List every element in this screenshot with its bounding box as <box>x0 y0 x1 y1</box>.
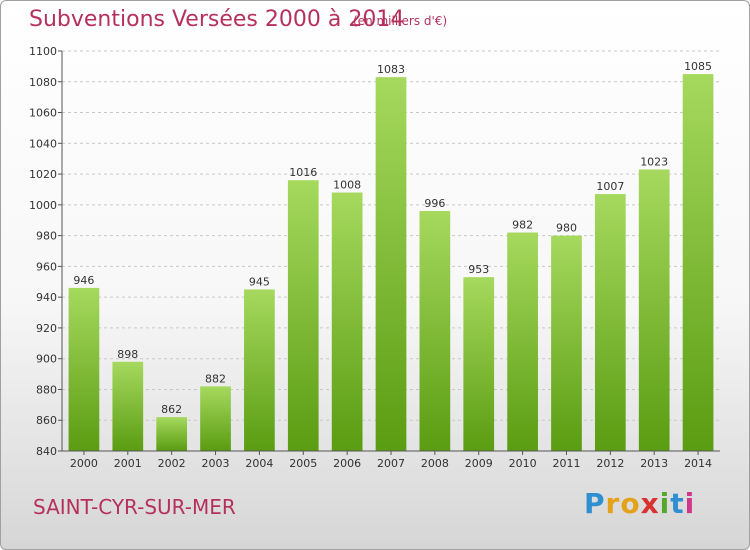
chart-subtitle: (en milliers d'€) <box>353 14 448 28</box>
y-tick-label: 920 <box>36 322 57 335</box>
bar-2004 <box>244 289 275 451</box>
y-tick-label: 940 <box>36 291 57 304</box>
bar-2005 <box>287 180 319 451</box>
data-label: 1016 <box>289 166 317 179</box>
x-tick-label: 2014 <box>684 457 712 470</box>
data-label: 980 <box>556 222 577 235</box>
bar-2006 <box>331 192 363 452</box>
bar-2013 <box>638 169 670 451</box>
x-tick-label: 2013 <box>640 457 668 470</box>
proxiti-logo: Proxiti <box>584 487 695 520</box>
logo-letter: r <box>605 487 621 520</box>
bar-2001 <box>112 361 144 451</box>
chart-title: Subventions Versées 2000 à 2014 <box>29 7 405 32</box>
logo-letter: P <box>584 487 606 520</box>
y-tick-label: 1100 <box>29 45 57 58</box>
bar-2002 <box>156 417 188 451</box>
data-label: 882 <box>205 372 226 385</box>
x-tick-label: 2010 <box>509 457 537 470</box>
data-label: 996 <box>424 197 445 210</box>
data-label: 1023 <box>640 155 668 168</box>
bar-2007 <box>375 77 407 452</box>
y-tick-label: 860 <box>36 414 57 427</box>
data-label: 946 <box>73 274 94 287</box>
y-tick-label: 1020 <box>29 168 57 181</box>
x-tick-label: 2011 <box>552 457 580 470</box>
y-tick-label: 980 <box>36 230 57 243</box>
bar-2012 <box>594 194 626 452</box>
x-tick-label: 2002 <box>158 457 186 470</box>
bar-2011 <box>551 235 582 451</box>
y-tick-label: 1080 <box>29 76 57 89</box>
logo-letter: i <box>684 487 696 520</box>
x-tick-label: 2012 <box>596 457 624 470</box>
x-tick-label: 2009 <box>465 457 493 470</box>
data-label: 1085 <box>684 60 712 73</box>
bar-2008 <box>419 211 451 451</box>
data-label: 898 <box>117 348 138 361</box>
data-label: 1007 <box>596 180 624 193</box>
x-tick-label: 2000 <box>70 457 98 470</box>
labels: 840 860 880 900 920 940 960 980 1000 1020 1040 1060… <box>29 45 712 470</box>
y-tick-label: 1000 <box>29 199 57 212</box>
bar-2000 <box>68 287 100 451</box>
x-tick-label: 2004 <box>245 457 273 470</box>
x-tick-label: 2006 <box>333 457 361 470</box>
data-label: 982 <box>512 219 533 232</box>
x-tick-label: 2008 <box>421 457 449 470</box>
axes <box>58 50 720 455</box>
data-label: 862 <box>161 403 182 416</box>
y-tick-label: 880 <box>36 383 57 396</box>
logo-letter: i <box>659 487 671 520</box>
y-tick-label: 1060 <box>29 107 57 120</box>
data-label: 1008 <box>333 179 361 192</box>
bar-2014 <box>682 74 714 452</box>
x-tick-label: 2005 <box>289 457 317 470</box>
x-tick-label: 2007 <box>377 457 405 470</box>
logo-letter: t <box>670 487 685 520</box>
bar-2010 <box>507 232 538 451</box>
bar-2003 <box>200 386 231 451</box>
y-tick-label: 840 <box>36 445 57 458</box>
commune-name: SAINT-CYR-SUR-MER <box>33 495 236 519</box>
data-label: 945 <box>249 275 270 288</box>
y-tick-label: 900 <box>36 353 57 366</box>
x-tick-label: 2003 <box>202 457 230 470</box>
bar-2009 <box>463 277 495 451</box>
y-tick-label: 1040 <box>29 137 57 150</box>
data-label: 953 <box>468 263 489 276</box>
y-tick-label: 960 <box>36 260 57 273</box>
logo-letter: x <box>640 487 660 520</box>
logo-letter: o <box>620 487 641 520</box>
bars <box>68 74 714 452</box>
data-label: 1083 <box>377 63 405 76</box>
x-tick-label: 2001 <box>114 457 142 470</box>
